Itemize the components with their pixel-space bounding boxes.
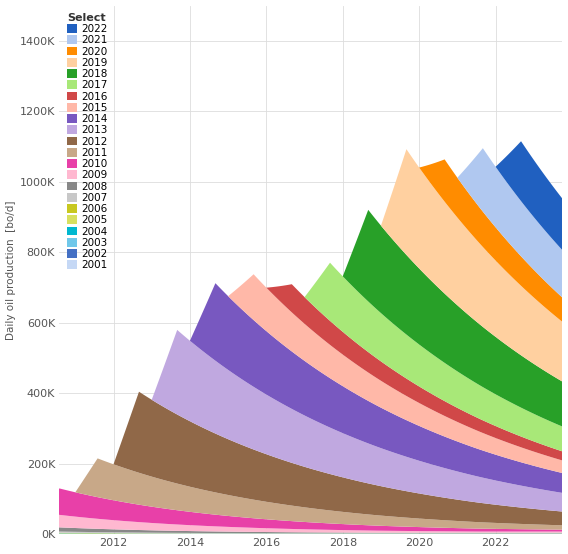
Y-axis label: Daily oil production  [bo/d]: Daily oil production [bo/d]	[6, 200, 15, 340]
Legend: 2022, 2021, 2020, 2019, 2018, 2017, 2016, 2015, 2014, 2013, 2012, 2011, 2010, 20: 2022, 2021, 2020, 2019, 2018, 2017, 2016…	[65, 11, 110, 273]
